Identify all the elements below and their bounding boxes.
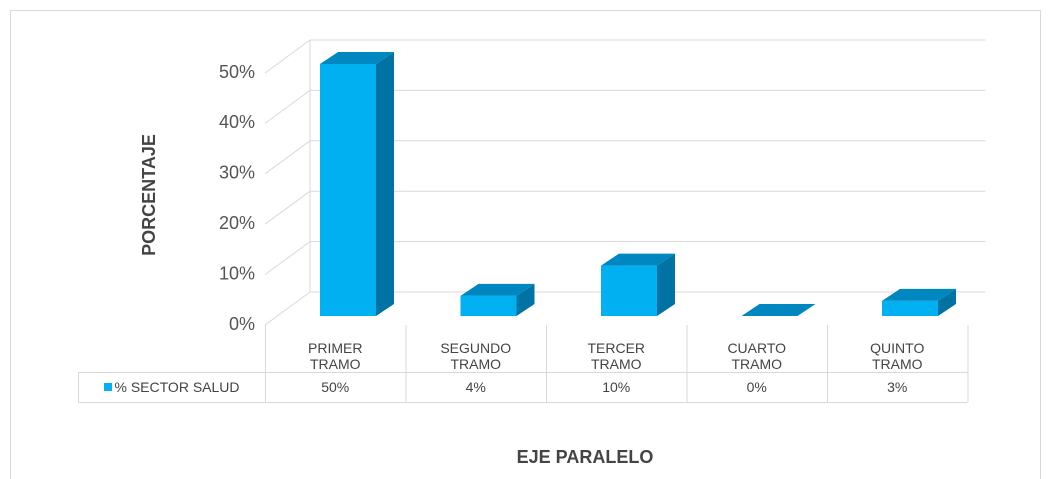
data-label: 0%	[746, 379, 767, 395]
bar-side	[657, 253, 675, 316]
grid-line-side	[264, 241, 311, 276]
grid-line-side	[264, 190, 311, 225]
y-tick-label: 50%	[219, 62, 255, 82]
data-label: 10%	[602, 379, 631, 395]
bar-top	[882, 288, 956, 301]
data-label: 50%	[321, 379, 350, 395]
legend: % SECTOR SALUD	[78, 372, 265, 402]
bar-top	[460, 283, 535, 296]
bar	[882, 300, 938, 316]
x-tick-label: PRIMER TRAMO	[308, 340, 363, 372]
data-label: 3%	[887, 379, 908, 395]
data-label: 4%	[465, 379, 486, 395]
y-tick-label: 20%	[219, 213, 255, 233]
grid-line-side	[264, 140, 311, 175]
y-tick-label: 0%	[229, 314, 255, 334]
y-axis-label: PORCENTAJE	[139, 134, 159, 256]
bar	[460, 295, 517, 316]
grid-line-side	[264, 89, 311, 124]
bar-top	[741, 304, 816, 316]
grid-line-side	[264, 291, 311, 326]
y-tick-label: 10%	[219, 263, 255, 283]
x-tick-label: TERCER TRAMO	[587, 340, 646, 372]
x-tick-label: SEGUNDO TRAMO	[440, 340, 512, 372]
x-tick-label: QUINTO TRAMO	[870, 340, 925, 372]
bar	[601, 265, 657, 316]
x-axis-label: EJE PARALELO	[517, 447, 654, 467]
legend-swatch	[103, 383, 112, 391]
bar	[320, 64, 376, 316]
legend-label: % SECTOR SALUD	[114, 379, 240, 395]
bar-side	[376, 52, 394, 316]
bar-side	[938, 288, 956, 316]
bar-top	[601, 253, 675, 266]
bar-top	[320, 52, 394, 64]
chart-frame	[10, 10, 1041, 479]
grid-line-side	[264, 39, 311, 74]
y-tick-label: 30%	[219, 163, 255, 183]
x-tick-label: CUARTO TRAMO	[727, 340, 787, 372]
y-tick-label: 40%	[219, 112, 255, 132]
bar-side	[516, 283, 535, 316]
